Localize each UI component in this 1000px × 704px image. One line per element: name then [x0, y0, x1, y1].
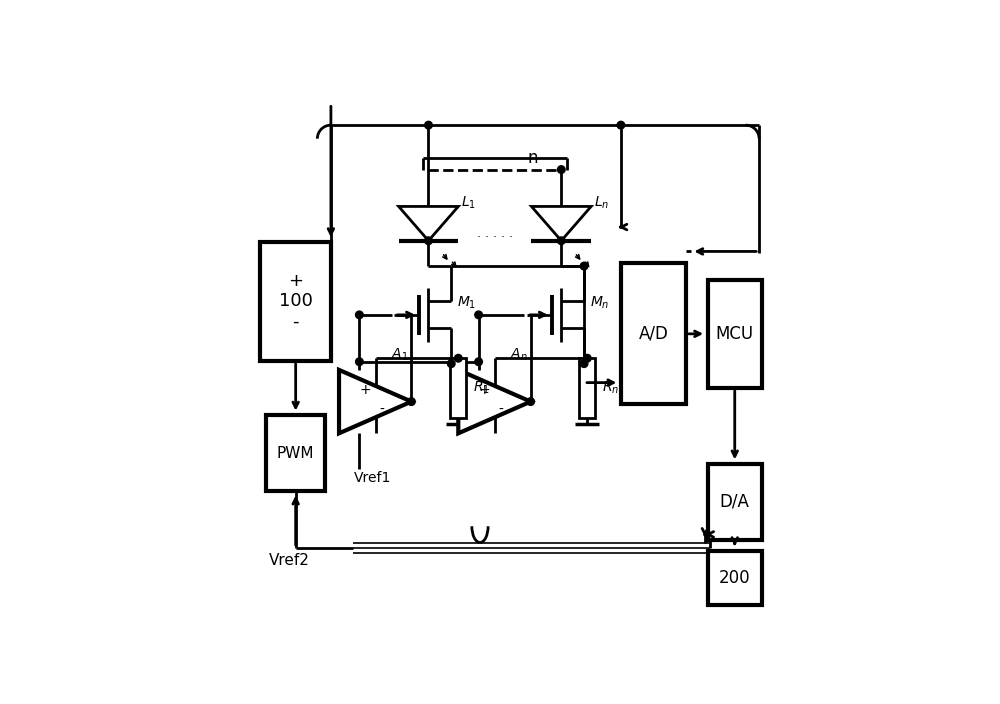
Circle shape — [584, 354, 591, 362]
Circle shape — [356, 358, 363, 365]
Text: $R_1$: $R_1$ — [473, 380, 490, 396]
Polygon shape — [531, 206, 591, 241]
Bar — [621, 263, 686, 404]
Bar — [708, 464, 762, 540]
Polygon shape — [399, 206, 458, 241]
Bar — [708, 279, 762, 388]
Text: D/A: D/A — [720, 493, 750, 511]
Text: MCU: MCU — [716, 325, 754, 343]
Circle shape — [557, 166, 565, 173]
Bar — [266, 415, 325, 491]
Circle shape — [475, 358, 482, 365]
Text: $M_1$: $M_1$ — [457, 295, 476, 311]
Circle shape — [580, 263, 588, 270]
Circle shape — [408, 398, 415, 406]
Text: Vref1: Vref1 — [354, 471, 391, 485]
Circle shape — [447, 360, 455, 367]
Text: PWM: PWM — [277, 446, 314, 460]
Text: A/D: A/D — [639, 325, 668, 343]
Text: $M_n$: $M_n$ — [590, 295, 609, 311]
Polygon shape — [458, 370, 531, 433]
Circle shape — [580, 360, 588, 367]
Text: +: + — [479, 383, 491, 397]
Bar — [579, 358, 595, 418]
Circle shape — [356, 311, 363, 319]
Circle shape — [454, 354, 462, 362]
Circle shape — [475, 311, 482, 319]
Bar — [708, 551, 762, 605]
Text: $R_n$: $R_n$ — [602, 380, 619, 396]
Bar — [450, 358, 466, 418]
Circle shape — [557, 237, 565, 244]
Text: 200: 200 — [719, 569, 751, 586]
Circle shape — [527, 398, 534, 406]
Polygon shape — [339, 370, 411, 433]
Circle shape — [425, 121, 432, 129]
Text: +
100
-: + 100 - — [279, 272, 313, 331]
Circle shape — [425, 237, 432, 244]
Text: Vref2: Vref2 — [269, 553, 309, 568]
Text: $L_1$: $L_1$ — [461, 194, 476, 211]
Text: $A_n$: $A_n$ — [510, 346, 528, 363]
Bar — [260, 241, 331, 361]
Text: $L_n$: $L_n$ — [594, 194, 609, 211]
Text: -: - — [379, 403, 384, 417]
Text: n: n — [527, 149, 538, 167]
Text: +: + — [360, 383, 371, 397]
Text: -: - — [499, 403, 503, 417]
Circle shape — [617, 121, 625, 129]
Text: $A_1$: $A_1$ — [391, 346, 409, 363]
Text: . . . . .: . . . . . — [477, 227, 513, 240]
